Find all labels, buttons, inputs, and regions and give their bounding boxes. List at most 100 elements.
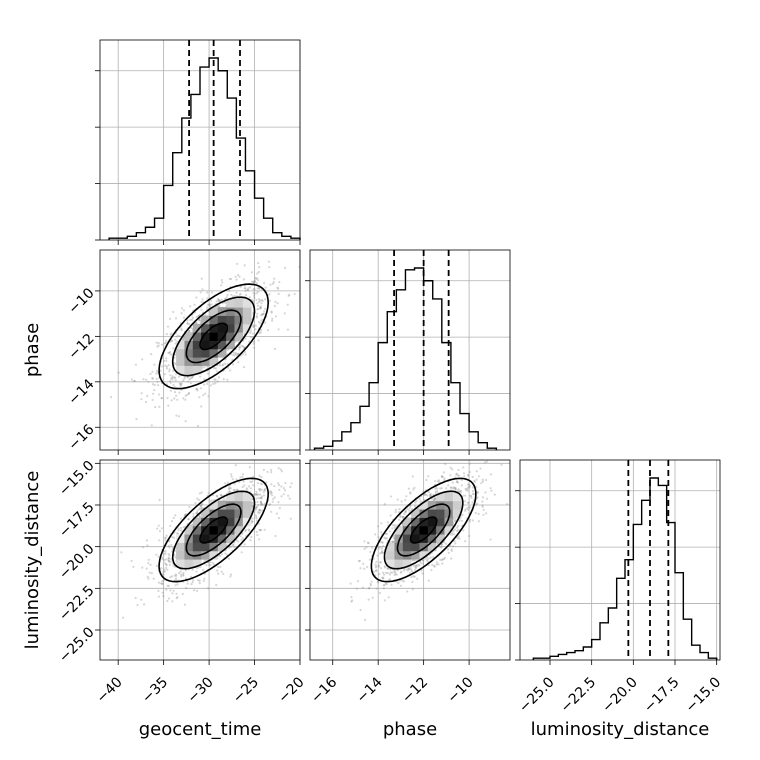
scatter-point	[381, 551, 384, 554]
scatter-point	[140, 392, 143, 395]
density-cell	[176, 534, 185, 543]
density-cell	[411, 525, 420, 535]
scatter-point	[457, 488, 460, 491]
scatter-point	[199, 375, 202, 378]
scatter-point	[174, 584, 177, 587]
scatter-point	[155, 341, 158, 344]
scatter-point	[167, 364, 170, 367]
scatter-point	[481, 496, 484, 499]
scatter-point	[240, 344, 244, 348]
scatter-point	[170, 332, 173, 335]
scatter-point	[418, 497, 421, 500]
scatter-point	[368, 558, 372, 561]
scatter-point	[272, 281, 275, 284]
scatter-point	[369, 550, 372, 553]
scatter-point	[174, 514, 177, 517]
contour-line	[171, 490, 256, 570]
density-cell	[444, 525, 454, 535]
scatter-point	[475, 470, 478, 473]
density-cell	[217, 315, 227, 325]
scatter-point	[260, 488, 263, 491]
scatter-point	[255, 517, 258, 520]
density-cells	[386, 492, 462, 568]
scatter-point	[388, 530, 392, 533]
density-cell	[419, 542, 429, 552]
density-cell	[411, 534, 420, 543]
scatter-point	[421, 562, 424, 565]
scatter-point	[434, 490, 437, 493]
scatter-point	[370, 580, 373, 583]
scatter-point	[377, 564, 380, 567]
scatter-point	[189, 318, 192, 322]
density-cell	[402, 559, 412, 568]
scatter-point	[233, 294, 236, 298]
scatter-point	[249, 286, 252, 289]
scatter-point	[263, 489, 266, 492]
scatter-point	[133, 379, 136, 382]
marginal-luminosity-distance-panel: −25.0 −22.5 −20.0 −17.5 −15.0	[515, 459, 724, 716]
scatter-point	[258, 286, 261, 289]
scatter-point	[228, 277, 231, 280]
scatter-point	[481, 500, 484, 503]
scatter-point	[269, 490, 272, 493]
density-cell	[209, 357, 219, 366]
scatter-point	[257, 320, 261, 324]
scatter-point	[230, 473, 233, 476]
x-tick-label: −20	[275, 674, 307, 706]
scatter-point	[236, 488, 239, 491]
panel-frame	[99, 39, 301, 241]
scatter-point	[258, 474, 261, 477]
scatter-point	[229, 575, 232, 578]
scatter-point	[166, 599, 169, 603]
scatter-point	[187, 391, 190, 395]
scatter-point	[467, 483, 470, 486]
contour-line	[185, 503, 242, 557]
scatter-point	[256, 302, 259, 305]
scatter-point	[375, 565, 378, 568]
joint-content	[120, 464, 293, 619]
scatter-point	[165, 367, 168, 370]
scatter-point	[471, 519, 474, 522]
scatter-point	[257, 493, 260, 496]
contour-line	[199, 322, 229, 351]
scatter-point	[202, 579, 205, 582]
scatter-point	[396, 498, 399, 501]
scatter-point	[216, 305, 220, 308]
scatter-point	[278, 484, 281, 487]
scatter-point	[467, 508, 470, 511]
scatter-point	[256, 290, 259, 293]
scatter-point	[110, 396, 113, 399]
scatter-point	[450, 557, 453, 560]
scatter-point	[287, 294, 290, 297]
scatter-point	[220, 278, 223, 282]
scatter-point	[399, 516, 402, 519]
scatter-point	[230, 293, 233, 296]
scatter-point	[190, 523, 193, 527]
scatter-point	[200, 505, 203, 508]
scatter-point	[255, 492, 258, 496]
scatter-point	[399, 584, 402, 587]
scatter-point	[259, 497, 262, 500]
scatter-point	[216, 380, 219, 383]
scatter-point	[359, 567, 362, 570]
scatter-point	[176, 583, 179, 586]
y-axis-label-luminosity-distance: luminosity_distance	[22, 471, 43, 650]
scatter-point	[164, 364, 167, 367]
scatter-point	[380, 522, 383, 525]
scatter-point	[256, 312, 259, 315]
scatter-point	[380, 550, 384, 553]
scatter-point	[150, 353, 153, 356]
scatter-point	[253, 288, 256, 291]
scatter-point	[349, 582, 352, 585]
density-cell	[192, 534, 202, 543]
scatter-point	[206, 291, 209, 294]
scatter-point	[233, 354, 236, 357]
scatter-point	[205, 564, 208, 567]
contour-line	[158, 283, 270, 390]
scatter-point	[374, 563, 377, 566]
scatter-point	[264, 321, 267, 324]
scatter-point	[259, 529, 263, 532]
density-cell	[234, 307, 244, 316]
scatter-point	[168, 559, 171, 563]
scatter-point	[255, 490, 258, 493]
